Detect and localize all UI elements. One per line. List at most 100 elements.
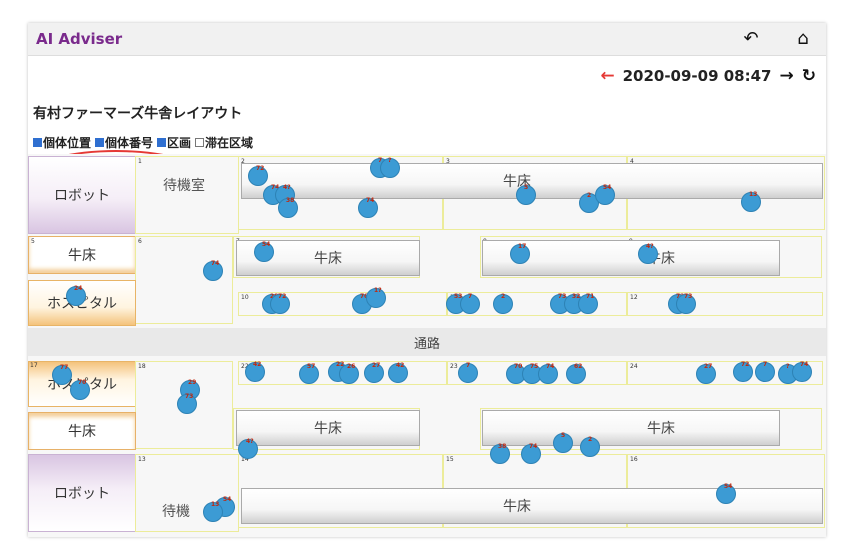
bed-label: 牛床 [503,499,531,515]
cow-marker[interactable]: ? [380,157,400,178]
cow-id-label: 73 [558,293,567,300]
cow-id-label: 72 [278,293,287,300]
bed-area-bottom[interactable]: 牛床 [28,412,136,450]
arrow-right-icon[interactable]: → [779,66,794,86]
checkbox-icon[interactable] [95,138,105,147]
cow-marker[interactable]: 73 [177,393,197,414]
cow-marker[interactable]: 74 [792,361,812,382]
cow-marker[interactable]: 74 [358,197,378,218]
cow-marker[interactable]: 77 [52,364,72,385]
passage-label: 通路 [413,336,440,352]
option-label: 個体位置 [43,136,92,150]
cow-marker[interactable]: 57 [299,363,319,384]
date-navigator: ← 2020-09-09 08:47 → ↻ [600,65,816,87]
cow-marker[interactable]: 38 [278,197,298,218]
zone-12[interactable]: 12 [627,292,823,316]
zone-number: 13 [138,456,146,463]
cow-id-label: 70 [78,379,87,386]
bed-label: 牛床 [68,248,96,264]
bed-area-5[interactable]: 5 牛床 [28,236,136,274]
zone-number: 2 [241,158,245,165]
bed-label: 牛床 [314,251,342,267]
option-section[interactable]: 区画 [157,134,191,151]
cow-marker[interactable]: 27 [364,362,384,383]
cow-marker[interactable]: 13 [203,501,223,522]
cow-marker[interactable]: 27 [696,363,716,384]
cow-id-label: 53 [454,293,463,300]
zone-24[interactable]: 24 [627,361,823,385]
cow-marker[interactable]: 71 [578,293,598,314]
zone-22[interactable]: 22 [238,361,447,385]
app-window: AI Adviser ↶ ⌂ ← 2020-09-09 08:47 → ↻ 有村… [28,23,826,537]
refresh-icon[interactable]: ↻ [801,66,816,86]
cow-id-label: 13 [749,191,758,198]
cow-marker[interactable]: 72 [270,293,290,314]
cow-marker[interactable]: 4? [238,438,258,459]
cow-id-label: 7 [466,362,471,369]
home-icon[interactable]: ⌂ [797,28,809,49]
zone-23[interactable]: 23 [447,361,627,385]
cow-marker[interactable]: 42 [388,362,408,383]
option-label: 個体番号 [105,136,154,150]
bed-label: 牛床 [647,421,675,437]
cow-id-label: 7 [378,157,383,164]
cow-marker[interactable]: 5 [516,184,536,205]
cow-id-label: 24 [74,285,83,292]
robot-area[interactable]: ロボット [28,156,136,234]
cow-marker[interactable]: 42 [245,361,265,382]
cow-id-label: 71 [586,293,595,300]
cow-marker[interactable]: 17 [510,243,530,264]
cow-marker[interactable]: 38 [490,443,510,464]
cow-marker[interactable]: 73 [676,293,696,314]
option-label: 区画 [167,136,192,150]
cow-id-label: 4? [283,184,291,191]
cow-id-label: 74 [546,363,555,370]
option-cow-number[interactable]: 個体番号 [95,134,153,151]
cow-id-label: 70 [514,363,523,370]
cow-id-label: 38 [286,197,295,204]
arrow-left-icon[interactable]: ← [600,66,615,86]
cow-marker[interactable]: 4? [638,243,658,264]
cow-marker[interactable]: 5 [553,432,573,453]
cow-marker[interactable]: 72 [248,165,268,186]
cow-marker[interactable]: 7 [755,361,775,382]
undo-icon[interactable]: ↶ [743,28,759,49]
cow-id-label: 5 [524,184,529,191]
cow-id-label: 77 [60,364,69,371]
cow-id-label: 2 [588,436,593,443]
zone-number: 24 [630,363,638,370]
cow-marker[interactable]: 74 [521,443,541,464]
cow-id-label: 74 [529,443,538,450]
cow-marker[interactable]: 7 [458,362,478,383]
option-cow-position[interactable]: 個体位置 [33,134,91,151]
cow-marker[interactable]: 72 [733,361,753,382]
checkbox-icon[interactable] [157,138,167,147]
zone-number: 17 [30,362,38,369]
cow-id-label: 42 [253,361,262,368]
checkbox-icon[interactable] [195,138,205,147]
zone-number: 4 [630,158,634,165]
zone-18[interactable]: 18 [135,361,233,449]
cow-marker[interactable]: 74 [538,363,558,384]
cow-marker[interactable]: 54 [254,241,274,262]
zone-13[interactable]: 13 待機 [135,454,239,532]
cow-marker[interactable]: 70 [70,379,90,400]
cow-marker[interactable]: 54 [716,483,736,504]
cow-marker[interactable]: 7 [460,293,480,314]
cow-id-label: 17 [518,243,527,250]
checkbox-icon[interactable] [33,138,42,147]
cow-marker[interactable]: 54 [595,184,615,205]
cow-marker[interactable]: 2 [493,293,513,314]
cow-marker[interactable]: 13 [741,191,761,212]
cow-marker[interactable]: 2 [580,436,600,457]
zone-1[interactable]: 1 待機室 [135,156,239,234]
cow-marker[interactable]: 62 [566,363,586,384]
cow-marker[interactable]: 24 [66,285,86,306]
cow-marker[interactable]: 74 [203,260,223,281]
cow-id-label: 38 [498,443,507,450]
option-stay-area[interactable]: 滞在区域 [195,134,253,151]
zone-6[interactable]: 6 [135,236,233,324]
cow-marker[interactable]: 1? [366,287,386,308]
cow-marker[interactable]: 26 [339,363,359,384]
robot-area-bottom[interactable]: ロボット [28,454,136,532]
